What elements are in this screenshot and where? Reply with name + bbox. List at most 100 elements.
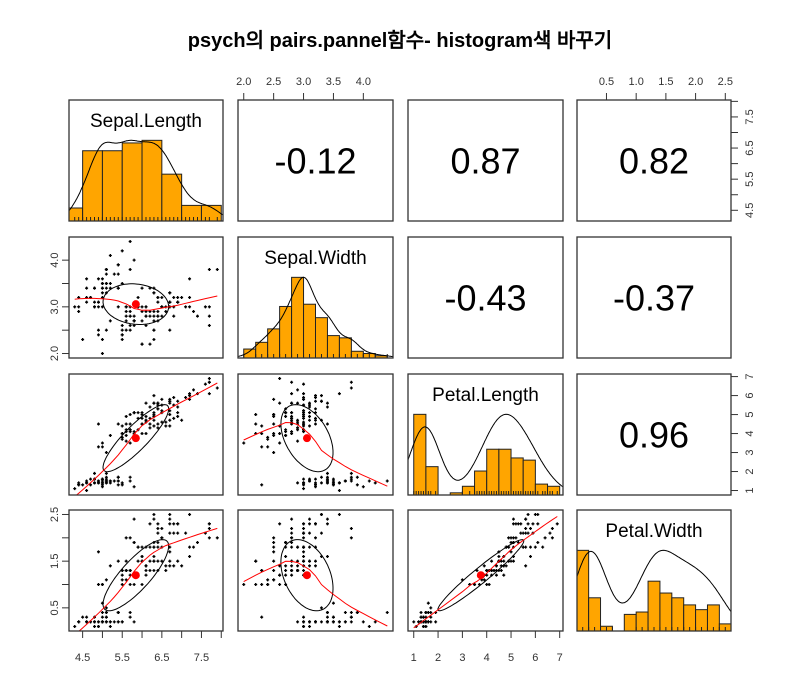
data-point	[120, 620, 124, 624]
data-point	[93, 481, 97, 485]
data-point	[302, 526, 306, 530]
data-point	[492, 569, 496, 572]
data-point	[509, 550, 513, 554]
data-point	[104, 272, 108, 276]
data-point	[116, 559, 120, 563]
loess-smooth-line	[75, 382, 218, 495]
data-point	[473, 583, 477, 587]
data-point	[536, 522, 540, 526]
data-point	[152, 554, 156, 558]
data-point	[487, 583, 491, 587]
data-point	[164, 424, 168, 428]
histogram-bar	[510, 457, 524, 495]
axis-tick-label: 2.5	[266, 76, 281, 88]
data-point	[331, 615, 335, 619]
data-point	[533, 545, 537, 549]
data-point	[331, 601, 335, 605]
data-point	[302, 620, 306, 624]
data-point	[524, 531, 528, 535]
panel-sepal-length-sepal-length: Sepal.Length	[68, 99, 224, 222]
data-point	[192, 310, 196, 314]
data-point	[296, 388, 300, 392]
data-point	[355, 483, 359, 487]
data-point	[140, 413, 144, 417]
mean-point	[302, 434, 311, 443]
data-point	[302, 416, 306, 420]
data-point	[325, 620, 329, 624]
data-point	[521, 545, 525, 549]
data-point	[511, 517, 515, 521]
panel-frame	[407, 236, 564, 359]
data-point	[108, 625, 112, 629]
data-point	[314, 407, 317, 411]
data-point	[100, 352, 104, 356]
data-point	[73, 487, 77, 491]
data-point	[349, 386, 353, 390]
axis-tick-label: 4.5	[75, 652, 90, 664]
data-point	[120, 483, 124, 487]
mean-point	[131, 571, 140, 580]
data-point	[176, 411, 180, 415]
data-point	[207, 267, 211, 271]
data-point	[367, 479, 371, 483]
histogram-bar	[547, 485, 561, 495]
histogram-bar	[474, 470, 488, 495]
data-point	[96, 445, 100, 449]
data-point	[349, 471, 353, 475]
data-point	[355, 475, 359, 479]
mean-point	[302, 571, 311, 580]
data-point	[81, 483, 85, 487]
data-point	[314, 620, 317, 624]
data-point	[180, 418, 184, 422]
chart-title: psych의 pairs.pannel함수- histogram색 바꾸기	[188, 29, 612, 52]
data-point	[343, 611, 347, 615]
data-point	[140, 554, 144, 558]
data-point	[124, 414, 128, 418]
data-point	[349, 620, 353, 624]
panel-frame	[576, 99, 732, 222]
data-point	[160, 420, 164, 424]
data-point	[207, 305, 211, 309]
data-point	[124, 433, 128, 437]
data-point	[128, 310, 132, 314]
loess-smooth-line	[78, 527, 218, 631]
data-point	[116, 263, 120, 267]
axis-tick-label: 2.5	[718, 76, 733, 88]
axis-tick-label: 0.5	[599, 76, 614, 88]
axis-tick-label: 1	[744, 487, 756, 493]
data-point	[266, 437, 270, 441]
data-point	[73, 305, 77, 309]
density-curve	[238, 276, 393, 358]
data-point	[524, 517, 528, 521]
data-point	[550, 536, 554, 540]
data-point	[497, 554, 501, 558]
data-point	[509, 540, 513, 544]
panel-petal-width-sepal-length	[68, 509, 224, 632]
data-point	[156, 559, 160, 563]
data-point	[511, 559, 515, 563]
data-point	[272, 432, 276, 436]
data-point	[314, 481, 317, 485]
data-point	[308, 424, 312, 428]
panel-sepal-width-petal-width: -0.37	[576, 236, 732, 359]
data-point	[140, 583, 144, 587]
data-point	[156, 531, 160, 535]
data-point	[100, 338, 104, 342]
data-point	[144, 401, 148, 405]
data-point	[319, 475, 323, 479]
data-point	[148, 405, 152, 409]
axis-tick-label: 2.0	[688, 76, 703, 88]
data-point	[188, 296, 192, 299]
data-point	[152, 418, 156, 422]
data-point	[284, 554, 288, 558]
data-point	[100, 305, 104, 309]
data-point	[195, 314, 199, 318]
data-point	[272, 397, 276, 401]
data-point	[272, 559, 276, 563]
data-point	[296, 620, 300, 624]
correlation-value: 0.96	[619, 415, 689, 456]
axis-right-petal-length: 1 2 3 4 5 6 7	[731, 374, 756, 494]
data-point	[325, 554, 329, 558]
data-point	[128, 479, 132, 483]
data-point	[124, 422, 128, 426]
